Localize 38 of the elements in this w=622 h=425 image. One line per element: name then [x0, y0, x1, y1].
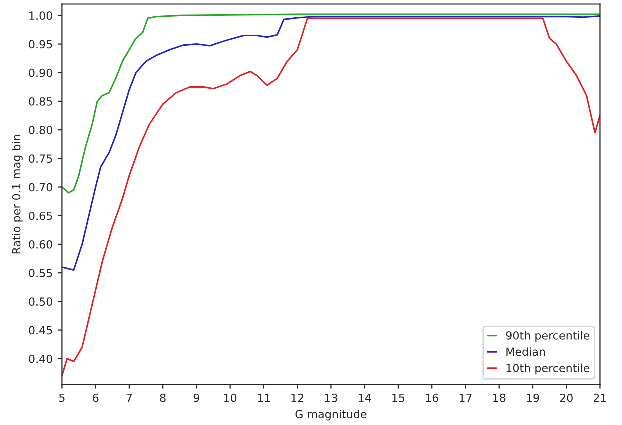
y-tick-label: 0.95	[29, 40, 52, 49]
x-tick-label: 12	[292, 394, 304, 402]
y-tick-label: 1.00	[30, 12, 52, 20]
x-tick-label: 11	[258, 394, 270, 402]
x-tick-label: 13	[325, 394, 338, 402]
y-tick-label: 0.80	[29, 126, 52, 134]
x-tick-label: 21	[594, 394, 606, 402]
y-axis-title: Ratio per 0.1 mag bin	[12, 135, 23, 254]
y-tick-label: 0.55	[29, 269, 52, 278]
x-tick-label: 20	[560, 394, 573, 402]
x-tick-label: 9	[194, 394, 200, 402]
y-tick-label: 0.50	[29, 298, 52, 306]
x-tick-label: 15	[392, 394, 405, 402]
y-tick-label: 0.45	[29, 326, 52, 335]
y-tick-label: 0.90	[29, 68, 52, 78]
x-tick-label: 8	[160, 394, 166, 402]
x-tick-label: 5	[60, 394, 65, 402]
x-tick-label: 10	[224, 394, 237, 402]
y-tick-label: 0.40	[29, 354, 52, 364]
legend-label: Median	[506, 348, 546, 356]
legend-label: 10th percentile	[506, 364, 590, 375]
x-tick-label: 16	[426, 394, 438, 402]
legend-label: 90th percentile	[506, 331, 590, 342]
line-series	[62, 18, 600, 377]
y-tick-label: 0.65	[29, 212, 52, 220]
y-tick-label: 0.85	[29, 97, 52, 106]
x-tick-label: 19	[527, 394, 540, 402]
x-tick-label: 14	[358, 394, 372, 402]
line-series	[62, 14, 600, 194]
x-tick-label: 7	[126, 394, 132, 402]
y-tick-label: 0.70	[29, 183, 52, 192]
x-tick-label: 18	[494, 394, 506, 402]
x-axis-title: G magnitude	[296, 410, 367, 421]
y-tick-label: 0.75	[29, 154, 52, 164]
x-tick-label: 6	[93, 394, 99, 402]
x-tick-label: 17	[460, 394, 472, 402]
y-tick-label: 0.60	[29, 240, 52, 249]
line-series	[62, 15, 600, 271]
